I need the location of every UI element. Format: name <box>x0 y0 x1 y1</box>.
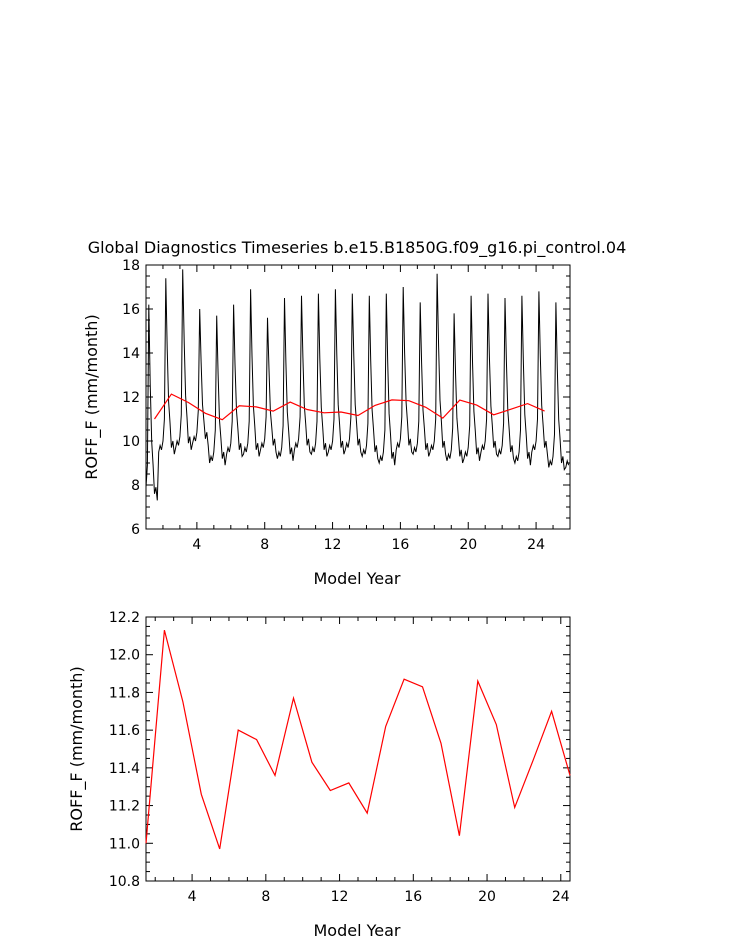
y-tick-label: 10.8 <box>109 874 140 890</box>
top-axis-ticks: 4 8 12 16 20 24 6 8 10 12 14 16 18 <box>122 258 571 553</box>
y-tick-label: 11.2 <box>109 799 140 815</box>
x-tick-label: 24 <box>552 889 570 905</box>
y-tick-label: 11.4 <box>109 761 140 777</box>
y-tick-label: 14 <box>122 346 140 362</box>
y-tick-label: 16 <box>122 302 140 318</box>
y-tick-label: 18 <box>122 258 140 274</box>
bottom-y-axis-label: ROFF_F (mm/month) <box>67 666 87 831</box>
chart-title: Global Diagnostics Timeseries b.e15.B185… <box>88 238 627 258</box>
x-tick-label: 24 <box>527 537 545 553</box>
y-tick-label: 12.0 <box>109 648 140 664</box>
x-tick-label: 16 <box>404 889 422 905</box>
bottom-axis-ticks: 4 8 12 16 20 24 10.8 11.0 11.2 11.4 11.6 11.8 12.0 12… <box>109 610 570 905</box>
y-tick-label: 12.2 <box>109 610 140 626</box>
y-tick-label: 11.0 <box>109 836 140 852</box>
top-data-marks <box>145 269 570 501</box>
top-timeseries-panel: Global Diagnostics Timeseries b.e15.B185… <box>82 238 626 588</box>
x-tick-label: 4 <box>188 889 197 905</box>
monthly-series-line <box>145 269 570 501</box>
x-tick-label: 20 <box>478 889 496 905</box>
x-tick-label: 20 <box>459 537 477 553</box>
y-tick-label: 11.8 <box>109 685 140 701</box>
x-tick-label: 8 <box>260 537 269 553</box>
x-tick-label: 16 <box>391 537 409 553</box>
x-tick-label: 8 <box>261 889 270 905</box>
x-tick-label: 12 <box>331 889 349 905</box>
annual-mean-line <box>154 393 545 421</box>
top-y-axis-label: ROFF_F (mm/month) <box>82 314 102 479</box>
y-tick-label: 6 <box>131 522 140 538</box>
y-tick-label: 12 <box>122 390 140 406</box>
bottom-data-marks <box>145 630 571 850</box>
y-tick-label: 11.6 <box>109 723 140 739</box>
bottom-plot-frame <box>145 616 571 882</box>
annual-mean-line <box>145 630 571 850</box>
top-plot-frame <box>145 264 571 530</box>
bottom-annual-mean-panel: 4 8 12 16 20 24 10.8 11.0 11.2 11.4 11.6 11.8 12.0 12… <box>67 610 571 940</box>
y-tick-label: 10 <box>122 434 140 450</box>
bottom-x-axis-label: Model Year <box>314 921 401 940</box>
y-tick-label: 8 <box>131 478 140 494</box>
x-tick-label: 12 <box>324 537 342 553</box>
top-x-axis-label: Model Year <box>314 569 401 588</box>
x-tick-label: 4 <box>192 537 201 553</box>
